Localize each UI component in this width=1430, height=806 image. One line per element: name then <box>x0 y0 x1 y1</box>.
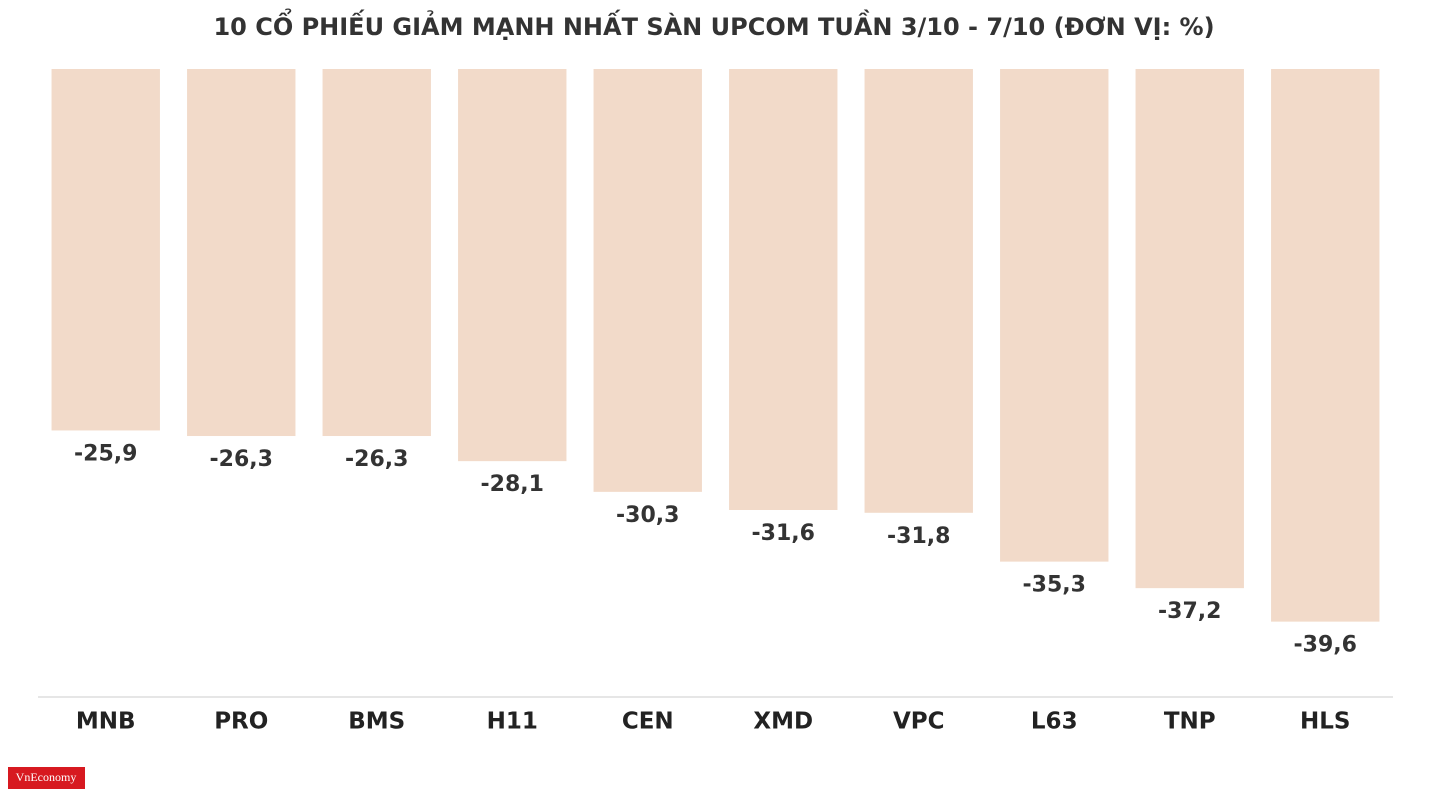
bar <box>458 69 567 462</box>
bar <box>593 69 702 492</box>
value-label: -37,2 <box>1158 599 1221 624</box>
chart-title: 10 CỔ PHIẾU GIẢM MẠNH NHẤT SÀN UPCOM TUẦ… <box>213 6 1214 41</box>
value-label: -31,8 <box>887 524 950 549</box>
bar <box>322 69 431 437</box>
value-label: -35,3 <box>1023 573 1086 598</box>
value-label: -26,3 <box>345 447 408 472</box>
bar <box>864 69 973 513</box>
value-label: -26,3 <box>210 447 273 472</box>
value-label: -39,6 <box>1294 633 1357 658</box>
x-tick-label: TNP <box>1164 709 1216 735</box>
bar <box>51 69 160 431</box>
logo-box <box>8 767 85 789</box>
value-label: -28,1 <box>481 472 544 497</box>
bar <box>1271 69 1380 622</box>
x-tick-label: PRO <box>214 709 268 735</box>
bar <box>1135 69 1244 589</box>
logo: VnEconomy <box>16 770 77 784</box>
value-label: -25,9 <box>74 441 137 466</box>
x-tick-label: XMD <box>753 709 813 735</box>
bar <box>1000 69 1109 562</box>
x-tick-label: HLS <box>1300 709 1350 735</box>
value-label: -31,6 <box>752 521 815 546</box>
x-tick-label: MNB <box>76 709 136 735</box>
bar <box>187 69 296 437</box>
x-tick-label: CEN <box>622 709 674 735</box>
x-tick-label: BMS <box>348 709 405 735</box>
x-tick-label: H11 <box>487 709 538 735</box>
bar <box>729 69 838 510</box>
value-label: -30,3 <box>616 503 679 528</box>
x-tick-label: VPC <box>893 709 945 735</box>
x-tick-label: L63 <box>1031 709 1078 735</box>
